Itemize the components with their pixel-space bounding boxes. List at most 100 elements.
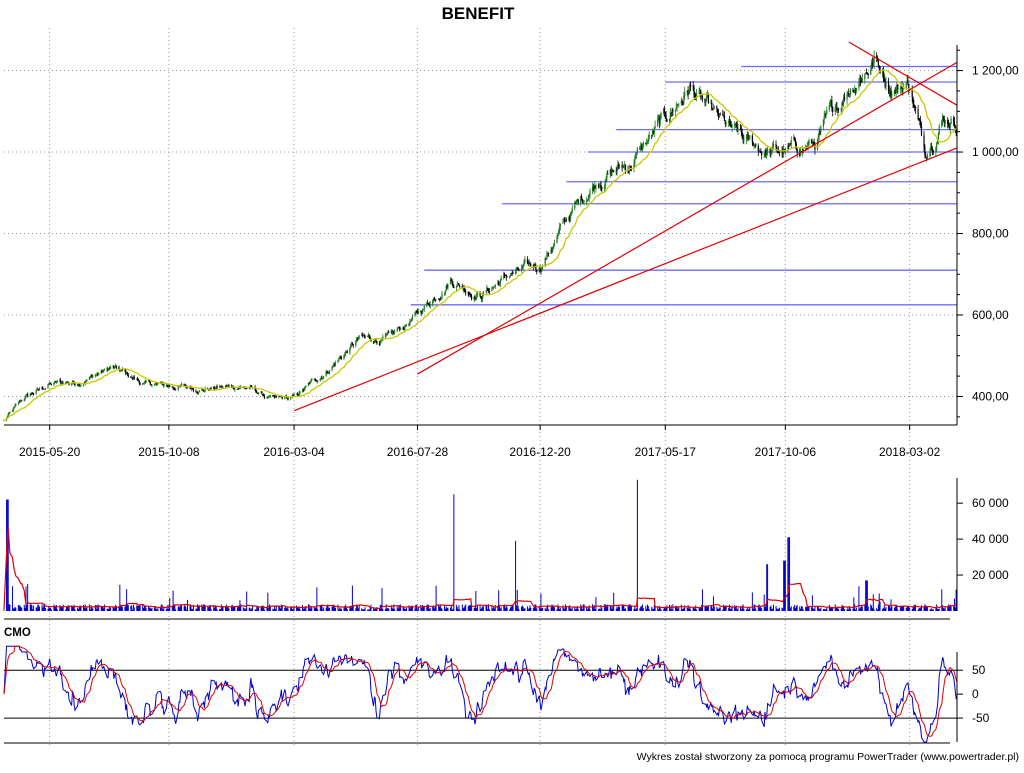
price-candle-body	[854, 90, 856, 93]
price-candle-body	[345, 351, 348, 353]
price-candle-body	[391, 330, 393, 334]
price-candle-body	[138, 380, 140, 384]
price-candle-body	[575, 200, 578, 203]
price-candle-body	[295, 393, 298, 395]
price-candle-body	[641, 146, 644, 150]
price-candle-body	[137, 378, 139, 380]
price-candle-body	[115, 365, 117, 368]
price-candle-body	[517, 268, 519, 270]
price-candle-body	[509, 275, 512, 277]
price-candle-body	[629, 165, 632, 168]
price-candle-body	[433, 297, 436, 300]
price-candle-body	[31, 393, 33, 394]
price-candle-body	[524, 259, 526, 262]
x-tick-label: 2015-05-20	[19, 445, 81, 459]
price-candle-body	[390, 330, 392, 333]
price-candle-body	[113, 366, 115, 369]
price-candle-body	[611, 170, 613, 174]
price-candle-body	[195, 390, 197, 392]
price-candle-body	[942, 116, 945, 120]
price-candle-body	[706, 96, 708, 100]
price-candle-body	[173, 388, 175, 390]
price-candle-body	[404, 325, 406, 330]
price-candle-body	[926, 155, 929, 159]
cmo-tick-label: -50	[972, 711, 990, 725]
price-candle-body	[457, 283, 459, 285]
price-candle-body	[286, 397, 288, 399]
price-candle-body	[735, 123, 737, 126]
price-candle-body	[56, 380, 58, 383]
price-candle-body	[54, 381, 57, 383]
price-candle-body	[476, 293, 479, 295]
price-candle-body	[728, 121, 730, 124]
price-candle-body	[394, 331, 396, 333]
price-candle-body	[68, 383, 70, 385]
price-candle-body	[600, 184, 602, 188]
price-candle-body	[642, 142, 644, 147]
price-candle-body	[357, 338, 359, 340]
price-candle-body	[569, 213, 572, 220]
price-candle-body	[13, 406, 15, 409]
price-candle-body	[592, 187, 594, 191]
price-candle-body	[914, 106, 916, 108]
price-candle-body	[586, 200, 588, 202]
price-candle-body	[416, 310, 418, 312]
price-candle-body	[149, 381, 151, 385]
price-candle-body	[698, 92, 700, 93]
x-tick-label: 2017-10-06	[755, 445, 817, 459]
price-candle-body	[303, 388, 305, 391]
price-candle-body	[452, 284, 454, 287]
price-candle-body	[328, 373, 330, 374]
price-candle-body	[615, 170, 617, 172]
price-candle-body	[718, 113, 720, 118]
price-candle-body	[782, 149, 784, 154]
price-candle-body	[314, 378, 316, 381]
price-candle-body	[723, 115, 725, 117]
price-candle-body	[511, 273, 513, 274]
price-candle-body	[565, 219, 567, 221]
price-candle-body	[659, 118, 661, 124]
price-candle-body	[811, 141, 814, 144]
price-candle-body	[787, 145, 789, 149]
price-candle-body	[344, 354, 346, 356]
price-candle-body	[317, 381, 319, 382]
price-candle-body	[494, 284, 496, 287]
price-candle-body	[901, 86, 903, 92]
price-candle-body	[279, 396, 282, 398]
price-candle-body	[132, 377, 134, 379]
price-candle-body	[197, 391, 200, 394]
price-candle-body	[955, 130, 957, 132]
price-candle-body	[710, 102, 712, 104]
price-candle-body	[313, 378, 315, 380]
price-candle-body	[605, 178, 607, 181]
price-candle-body	[125, 370, 127, 374]
price-candle-body	[520, 267, 523, 270]
price-candle-body	[647, 137, 649, 143]
price-candle-body	[120, 370, 122, 372]
price-candle-body	[151, 385, 153, 387]
price-candle-body	[262, 394, 264, 396]
price-candle-body	[603, 187, 605, 189]
price-candle-body	[866, 73, 868, 75]
price-candle-body	[440, 298, 442, 300]
price-candle-body	[485, 291, 487, 293]
price-candle-body	[591, 187, 594, 191]
price-candle-body	[481, 298, 483, 300]
price-candle-body	[766, 152, 768, 155]
price-candle-body	[154, 384, 156, 385]
price-candle-body	[515, 267, 518, 271]
price-candle-body	[870, 62, 873, 70]
price-candle-body	[734, 123, 736, 125]
price-candle-body	[936, 139, 939, 143]
price-candle-body	[824, 113, 826, 116]
price-candle-body	[761, 152, 763, 156]
price-candle-body	[528, 262, 530, 264]
price-candle-body	[835, 107, 837, 109]
price-candle-body	[428, 304, 430, 307]
price-candle-body	[849, 89, 852, 95]
price-candle-body	[542, 266, 544, 268]
price-candle-body	[843, 96, 846, 100]
price-candle-body	[209, 388, 211, 390]
price-candle-body	[273, 395, 275, 397]
